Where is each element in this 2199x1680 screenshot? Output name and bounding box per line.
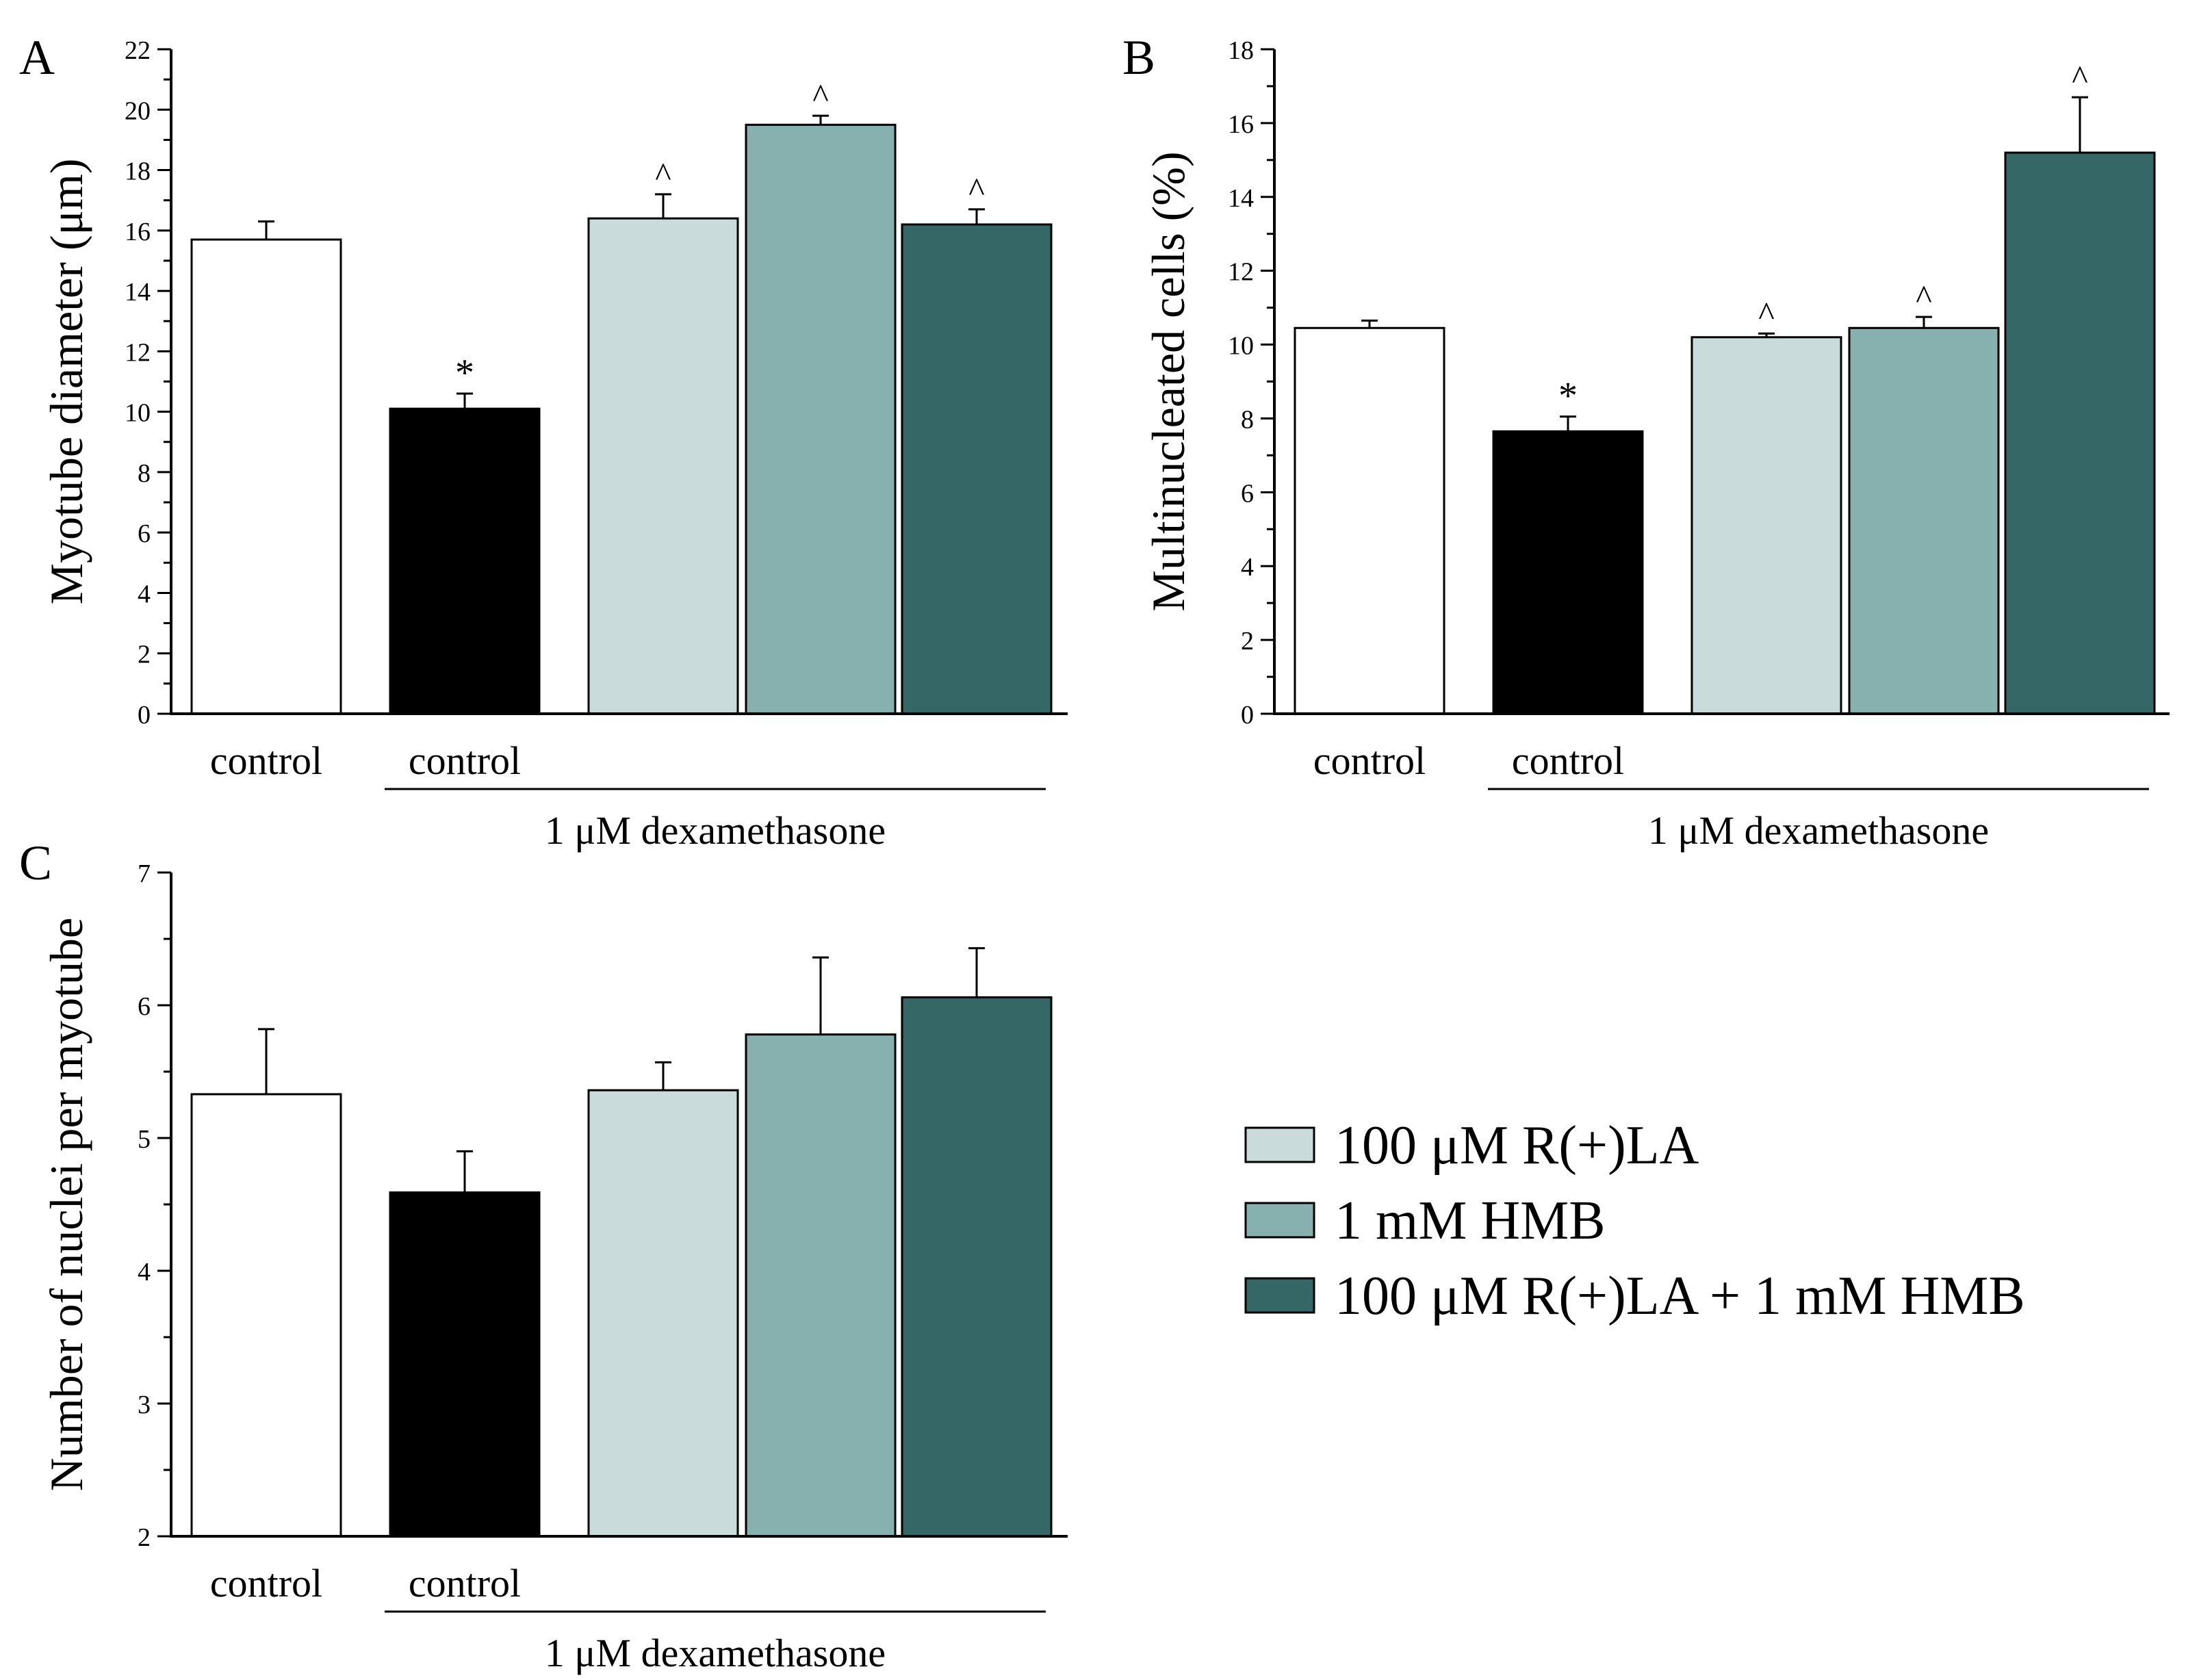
bar: [901, 223, 1053, 715]
bar: [389, 1191, 541, 1538]
bar: [745, 1033, 897, 1538]
significance-marker: ^: [2072, 58, 2087, 96]
bar: [389, 407, 541, 715]
y-tick-label: 2: [138, 641, 151, 669]
y-tick-label: 22: [125, 36, 151, 65]
panel-label: C: [19, 836, 52, 890]
group-label: 1 μM dexamethasone: [545, 808, 886, 853]
group-label: 1 μM dexamethasone: [1648, 808, 1989, 853]
bar: [1848, 326, 2000, 715]
y-tick-label: 18: [1228, 36, 1254, 65]
legend-swatch-lipoic-acid: [1244, 1126, 1315, 1163]
y-tick-label: 7: [138, 860, 151, 888]
significance-marker: ^: [1916, 278, 1931, 316]
y-tick-label: 10: [1228, 332, 1254, 361]
bar: [901, 996, 1053, 1538]
y-tick-label: 0: [1241, 701, 1254, 729]
y-tick-label: 18: [125, 157, 151, 186]
category-label: control: [210, 1561, 322, 1605]
bar: [587, 1089, 739, 1538]
category-label: control: [409, 1561, 521, 1605]
significance-marker: ^: [1758, 294, 1774, 333]
y-tick-label: 4: [138, 1258, 151, 1287]
significance-marker: ^: [968, 170, 984, 209]
y-tick-label: 6: [138, 992, 151, 1021]
y-axis-title: Multinucleated cells (%): [1142, 151, 1194, 611]
y-tick-label: 20: [125, 96, 151, 125]
y-tick-label: 10: [125, 399, 151, 428]
y-tick-label: 4: [1241, 553, 1254, 582]
significance-marker: ^: [655, 155, 671, 194]
legend-label-combination: 100 μM R(+)LA + 1 mM HMB: [1335, 1266, 2025, 1326]
legend: 100 μM R(+)LA 1 mM HMB 100 μM R(+)LA + 1…: [1244, 1115, 2025, 1326]
legend-label-lipoic-acid: 100 μM R(+)LA: [1335, 1115, 1699, 1176]
category-label: control: [1313, 738, 1426, 783]
y-tick-label: 16: [125, 218, 151, 246]
chart-panel-b: B * ^ ^ ^ 0 2 4 6 8 10 12 14 16 18 Multinucleated cells…: [1122, 30, 2170, 853]
bar: [2004, 151, 2156, 715]
panel-label: A: [19, 30, 55, 85]
y-tick-label: 6: [138, 519, 151, 548]
y-tick-label: 5: [138, 1125, 151, 1154]
significance-marker: *: [1558, 375, 1578, 417]
bar: [587, 217, 739, 715]
chart-panel-c: C 2 3 4 5 6 7 Number of nuclei per myotube contr…: [19, 836, 1068, 1675]
panel-label: B: [1122, 30, 1155, 85]
bar: [745, 123, 897, 715]
y-tick-label: 12: [125, 338, 151, 367]
category-label: control: [210, 738, 322, 783]
y-tick-label: 12: [1228, 258, 1254, 287]
y-axis-title: Number of nuclei per myotube: [40, 918, 92, 1491]
y-tick-label: 8: [138, 459, 151, 488]
bar: [1492, 430, 1644, 715]
y-tick-label: 2: [138, 1523, 151, 1552]
bar: [190, 1093, 342, 1538]
group-label: 1 μM dexamethasone: [545, 1631, 886, 1675]
significance-marker: ^: [812, 77, 828, 115]
legend-swatch-combination: [1244, 1277, 1315, 1314]
bar: [190, 238, 342, 715]
y-tick-label: 6: [1241, 479, 1254, 508]
significance-marker: *: [455, 352, 474, 394]
y-tick-label: 2: [1241, 627, 1254, 656]
y-tick-label: 14: [125, 278, 151, 307]
bar: [1294, 326, 1445, 715]
chart-panel-a: A * ^ ^ ^ 0 2 4 6 8 10 12 14 16 18 20 22 Myotube diameter…: [19, 30, 1068, 853]
y-tick-label: 3: [138, 1391, 151, 1419]
category-label: control: [1512, 738, 1624, 783]
y-tick-label: 0: [138, 701, 151, 729]
y-tick-label: 4: [138, 580, 151, 608]
legend-label-hmb: 1 mM HMB: [1335, 1191, 1606, 1251]
category-label: control: [409, 738, 521, 783]
bar: [1690, 336, 1842, 715]
y-tick-label: 14: [1228, 184, 1254, 213]
y-tick-label: 16: [1228, 110, 1254, 139]
legend-swatch-hmb: [1244, 1202, 1315, 1239]
y-tick-label: 8: [1241, 405, 1254, 434]
y-axis-title: Myotube diameter (μm): [40, 158, 92, 604]
